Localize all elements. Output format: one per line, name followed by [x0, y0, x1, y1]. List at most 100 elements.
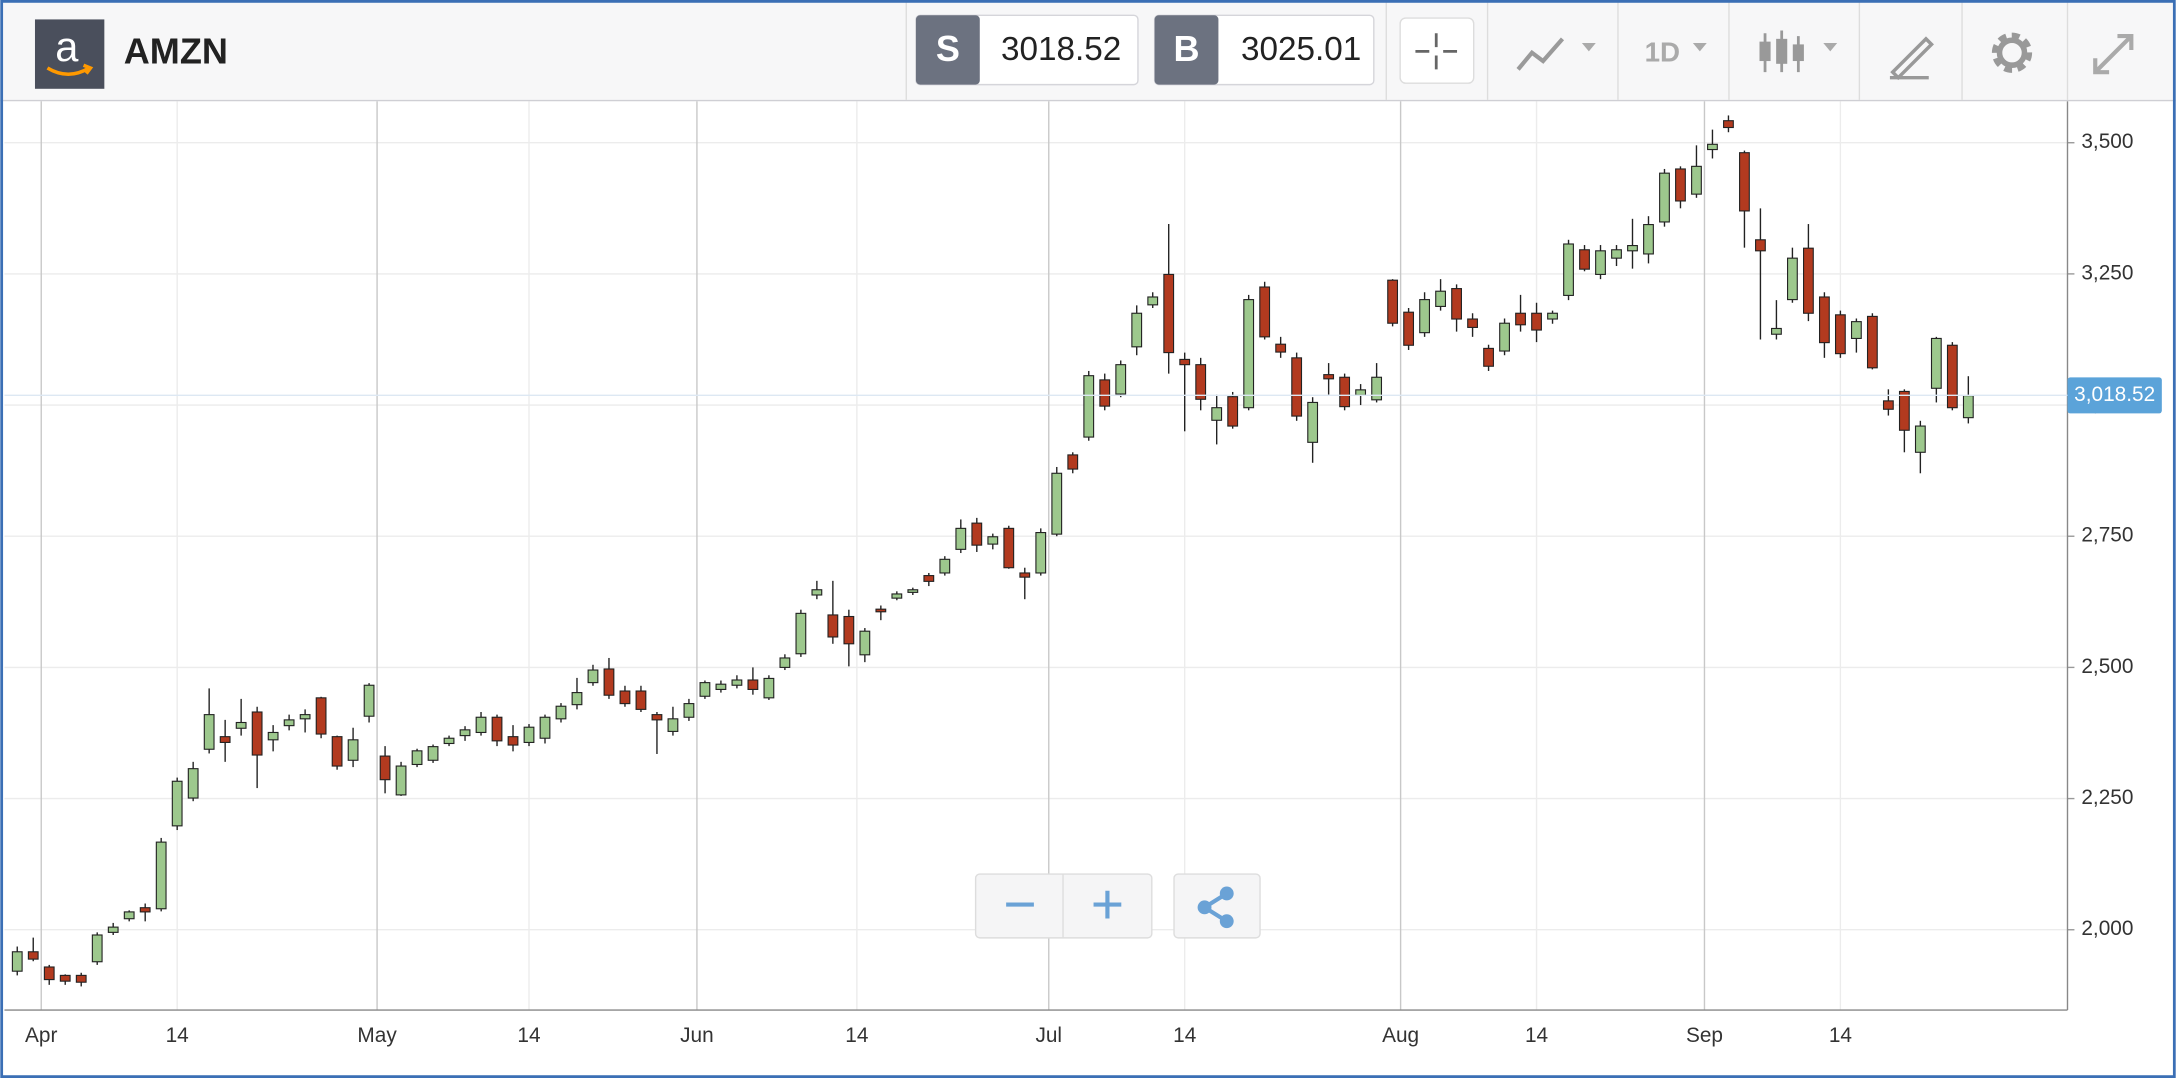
- buy-tag[interactable]: [1154, 15, 1219, 85]
- candle-body: [1675, 168, 1686, 202]
- candle-body: [987, 536, 999, 545]
- x-tick-label: 14: [845, 1024, 868, 1047]
- share-button[interactable]: [1173, 873, 1261, 939]
- chart-type-icon[interactable]: [1792, 44, 1804, 62]
- interval-button[interactable]: 1D: [1645, 36, 1680, 67]
- y-tick-label: 2,250: [2081, 786, 2133, 809]
- candle-body: [859, 630, 871, 656]
- candle-body: [747, 679, 759, 690]
- candle-body: [1323, 374, 1335, 380]
- zoom-in-button[interactable]: [1093, 890, 1122, 919]
- buy-button[interactable]: B 3025.01: [1153, 14, 1375, 86]
- candle-body: [395, 765, 407, 796]
- candle-body: [1099, 379, 1111, 407]
- candle-body: [11, 951, 23, 972]
- y-tick-label: 2,750: [2081, 524, 2133, 547]
- candle-body: [1403, 311, 1415, 346]
- sell-price[interactable]: 3018.52: [1001, 31, 1121, 68]
- dropdown-arrow[interactable]: [1823, 43, 1838, 52]
- candle-body: [1083, 375, 1095, 438]
- candle-body: [875, 608, 887, 613]
- candle-body: [1035, 532, 1047, 574]
- dropdown-arrow[interactable]: [1581, 43, 1596, 52]
- candle-body: [171, 780, 183, 827]
- candle-body: [1291, 357, 1303, 417]
- sell-button[interactable]: S 3018.52: [915, 14, 1139, 86]
- candle-body: [315, 697, 327, 735]
- sell-tag[interactable]: [915, 15, 980, 85]
- candle-body: [715, 683, 727, 690]
- x-tick-label: Jun: [680, 1024, 714, 1047]
- x-tick-label: Apr: [25, 1024, 57, 1047]
- candle-body: [219, 736, 231, 743]
- y-tick-label: 3,250: [2081, 261, 2133, 284]
- candle-body: [619, 690, 631, 705]
- fullscreen-button[interactable]: [2093, 33, 2134, 75]
- candle-body: [443, 737, 455, 745]
- candle-body: [1882, 400, 1894, 410]
- share-icon[interactable]: [1219, 914, 1234, 929]
- candle-body: [1611, 249, 1622, 259]
- buy-price[interactable]: 3025.01: [1241, 31, 1361, 68]
- candle-body: [667, 718, 679, 732]
- share-icon[interactable]: [1197, 900, 1212, 915]
- dropdown-arrow[interactable]: [1692, 43, 1707, 52]
- x-tick-label: Jul: [1035, 1024, 1062, 1047]
- candle-body: [1003, 527, 1015, 569]
- candle-body: [379, 755, 391, 781]
- candle-body: [91, 934, 103, 963]
- candle-body: [587, 669, 599, 684]
- chart-type-icon[interactable]: [1776, 38, 1788, 64]
- crosshair-button[interactable]: [1399, 17, 1475, 84]
- candle-body: [1419, 299, 1431, 334]
- x-tick-label: 14: [1173, 1024, 1196, 1047]
- candle-body: [1691, 165, 1702, 195]
- candle-body: [1787, 257, 1798, 301]
- candle-body: [1019, 572, 1031, 578]
- candle-body: [1195, 364, 1207, 400]
- candle-body: [1067, 454, 1079, 470]
- candle-body: [1131, 312, 1143, 348]
- symbol: AMZN: [124, 31, 228, 72]
- candle-body: [1898, 390, 1910, 431]
- chart-type-icon[interactable]: [1759, 41, 1771, 62]
- candle-body: [939, 558, 951, 574]
- candle-body: [955, 527, 967, 550]
- buy-label[interactable]: B: [1173, 28, 1199, 69]
- candle-body: [1531, 312, 1542, 331]
- candle-body: [475, 716, 487, 734]
- candle-body: [1643, 224, 1654, 255]
- candle-body: [795, 612, 807, 655]
- candle-body: [1803, 247, 1814, 314]
- candle-body: [1627, 245, 1638, 252]
- candle-body: [27, 951, 39, 960]
- candle-body: [427, 746, 439, 761]
- share-icon[interactable]: [1219, 886, 1234, 901]
- crosshair-icon[interactable]: [1415, 33, 1458, 70]
- candle-body: [1499, 322, 1510, 352]
- candle-body: [1723, 120, 1734, 129]
- candle-body: [555, 705, 567, 720]
- candle-body: [107, 926, 119, 933]
- candle-body: [1051, 472, 1063, 535]
- candle-body: [411, 750, 423, 766]
- candle-body: [1771, 327, 1782, 335]
- logo-letter: a: [55, 23, 79, 70]
- candle-body: [299, 714, 311, 720]
- sell-label[interactable]: S: [936, 28, 960, 69]
- candle-body: [75, 974, 87, 983]
- candle-body: [1946, 344, 1958, 409]
- candle-body: [603, 668, 615, 696]
- x-tick-label: 14: [1525, 1024, 1548, 1047]
- candle-body: [731, 679, 743, 686]
- indicators-button[interactable]: [1516, 37, 1565, 71]
- draw-button[interactable]: [1889, 36, 1934, 81]
- candle-body: [1371, 376, 1383, 401]
- candle-body: [971, 522, 983, 546]
- candle-body: [571, 692, 583, 706]
- settings-icon[interactable]: [1996, 37, 2028, 68]
- candle-body: [235, 721, 247, 729]
- candle-body: [155, 841, 167, 910]
- candle-body: [891, 593, 903, 599]
- candle-body: [811, 589, 823, 596]
